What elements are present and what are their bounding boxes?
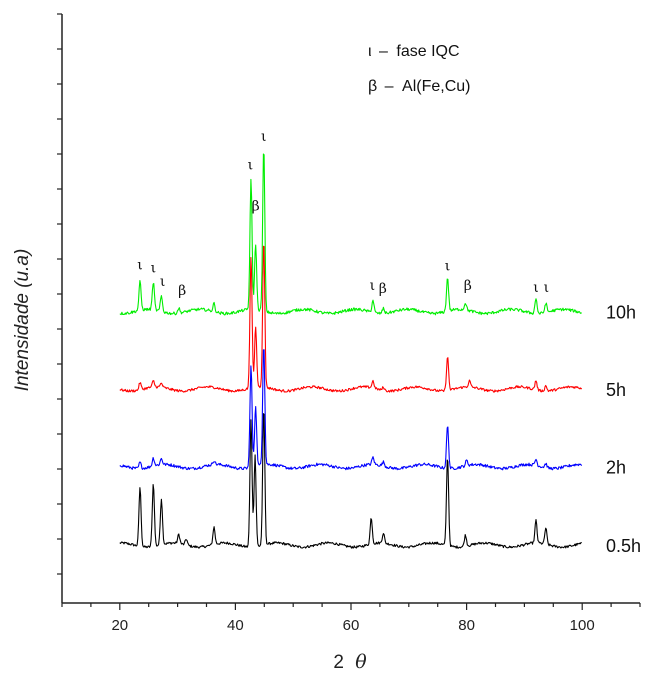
peak-label: ι: [151, 261, 157, 277]
series-label-10h: 10h: [606, 302, 636, 322]
x-tick-label: 40: [227, 617, 244, 634]
legend-entry-iqc: ι – fase IQC: [368, 43, 460, 60]
axes: 20 40 60 80 100: [57, 13, 641, 634]
series-label-2h: 2h: [606, 457, 626, 477]
series-line-2h: [119, 349, 583, 471]
x-tick-label: 60: [343, 617, 360, 634]
x-axis-title-symbol: θ: [355, 651, 367, 673]
y-ticks: [57, 13, 62, 575]
legend-symbol: β: [368, 78, 377, 95]
legend-dash: –: [385, 78, 394, 95]
series-line-5h: [119, 245, 583, 393]
x-tick-label: 100: [570, 617, 595, 634]
peak-label: ι: [160, 274, 166, 290]
peak-label: ι: [533, 280, 539, 296]
legend-text: fase IQC: [396, 43, 459, 60]
x-ticks: 20 40 60 80 100: [61, 603, 641, 634]
legend-symbol: ι: [368, 43, 372, 60]
legend: ι – fase IQC β – Al(Fe,Cu): [368, 43, 470, 95]
peak-label: ι: [248, 158, 254, 174]
peak-label: β: [379, 281, 387, 297]
peak-label: β: [252, 198, 260, 214]
x-axis-title-main: 2: [333, 652, 344, 673]
x-tick-label: 20: [111, 617, 128, 634]
legend-entry-beta: β – Al(Fe,Cu): [368, 78, 470, 95]
series-layer: [119, 153, 583, 549]
y-axis-title: Intensidade (u.a): [12, 249, 33, 392]
series-line-0.5h: [119, 413, 582, 549]
peak-label: β: [464, 278, 472, 294]
peak-label: ι: [370, 278, 376, 294]
peak-label: β: [178, 283, 186, 299]
x-tick-label: 80: [458, 617, 475, 634]
peak-label: ι: [544, 280, 550, 296]
peak-label: ι: [261, 129, 267, 145]
legend-dash: –: [379, 43, 388, 60]
series-label-0.5h: 0.5h: [606, 536, 641, 556]
peak-label: ι: [445, 259, 451, 275]
series-line-10h: [119, 153, 582, 316]
series-labels: 0.5h 2h 5h 10h: [606, 302, 641, 556]
peak-label: ι: [137, 258, 143, 274]
series-label-5h: 5h: [606, 380, 626, 400]
legend-text: Al(Fe,Cu): [402, 78, 470, 95]
x-axis-title: 2 θ: [333, 651, 367, 673]
